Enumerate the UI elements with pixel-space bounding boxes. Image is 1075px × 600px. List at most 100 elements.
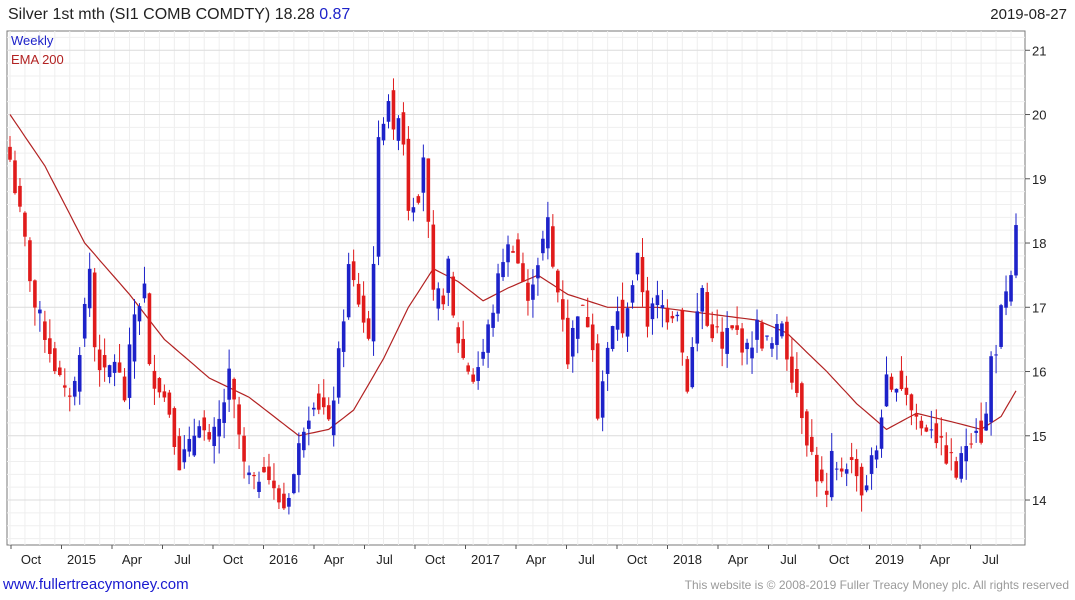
- candle-body: [785, 321, 789, 360]
- x-tick-label: 2019: [875, 552, 904, 567]
- candle-body: [745, 342, 749, 350]
- y-tick-label: 19: [1032, 172, 1046, 187]
- candle-body: [471, 374, 475, 382]
- candle-body: [814, 454, 819, 482]
- candle-body: [561, 299, 565, 320]
- candle-body: [795, 368, 799, 393]
- x-tick-label: Apr: [526, 552, 547, 567]
- candle-body: [585, 317, 590, 328]
- candle-body: [13, 160, 17, 194]
- candle-body: [167, 392, 172, 415]
- candle-body: [1004, 291, 1008, 308]
- candle-body: [102, 355, 107, 368]
- candle-body: [33, 280, 37, 308]
- candle-body: [8, 146, 12, 160]
- x-tick-label: 2016: [269, 552, 298, 567]
- candle-body: [685, 359, 690, 392]
- candle-body: [38, 309, 42, 314]
- candle-body: [62, 385, 67, 388]
- candle-body: [326, 405, 331, 420]
- candle-body: [396, 118, 401, 141]
- footer-website-link[interactable]: www.fullertreacymoney.com: [3, 576, 189, 593]
- x-tick-label: Apr: [122, 552, 143, 567]
- candle-body: [615, 311, 620, 330]
- candle-body: [272, 480, 276, 489]
- candle-body: [934, 423, 939, 444]
- candle-body: [222, 402, 226, 423]
- candle-body: [730, 325, 734, 329]
- candle-body: [914, 414, 919, 417]
- candle-body: [516, 239, 520, 264]
- candle-body: [735, 325, 739, 330]
- candle-body: [1009, 275, 1013, 302]
- candle-body: [800, 383, 804, 419]
- y-tick-label: 20: [1032, 108, 1046, 123]
- candle-body: [43, 321, 47, 340]
- candle-body: [341, 321, 346, 352]
- candle-body: [207, 432, 212, 440]
- candle-body: [810, 436, 814, 452]
- candle-body: [660, 305, 665, 309]
- x-tick-label: Jul: [982, 552, 999, 567]
- candle-body: [819, 469, 824, 482]
- candle-body: [486, 324, 490, 353]
- candle-body: [107, 365, 112, 378]
- candle-body: [909, 394, 914, 411]
- candle-body: [580, 304, 585, 306]
- candle-body: [775, 323, 779, 345]
- candle-body: [302, 431, 306, 451]
- candle-body: [899, 370, 904, 390]
- candle-body: [297, 443, 301, 476]
- candle-body: [645, 290, 650, 327]
- candle-body: [994, 354, 998, 356]
- x-tick-label: Jul: [578, 552, 595, 567]
- candle-body: [48, 338, 52, 354]
- candle-body: [386, 101, 391, 122]
- candle-body: [87, 268, 92, 309]
- candle-body: [635, 252, 640, 275]
- candle-body: [700, 287, 705, 312]
- candle-body: [282, 493, 286, 509]
- candle-body: [595, 343, 600, 419]
- x-tick-label: Apr: [728, 552, 749, 567]
- candle-body: [805, 411, 809, 446]
- candle-body: [232, 378, 236, 400]
- candle-body: [496, 273, 500, 314]
- candle-body: [53, 348, 57, 372]
- candle-body: [421, 157, 426, 193]
- candle-body: [675, 314, 680, 317]
- candle-body: [257, 481, 261, 492]
- candle-body: [426, 158, 431, 222]
- candle-body: [476, 367, 480, 381]
- candle-body: [770, 343, 774, 349]
- candle-body: [939, 436, 944, 438]
- candle-body: [874, 450, 879, 460]
- candle-body: [869, 455, 874, 474]
- candle-body: [884, 374, 889, 407]
- ema-line: [9, 114, 1017, 437]
- candle-body: [989, 356, 993, 423]
- candle-body: [864, 485, 869, 491]
- candle-body: [655, 295, 660, 306]
- candle-body: [182, 449, 187, 463]
- x-tick-label: Apr: [324, 552, 345, 567]
- candle-body: [346, 264, 351, 318]
- x-tick-label: Oct: [829, 552, 850, 567]
- candle-body: [112, 361, 117, 373]
- candle-body: [844, 469, 849, 474]
- candle-body: [680, 309, 685, 353]
- y-tick-label: 17: [1032, 300, 1046, 315]
- x-tick-label: Oct: [425, 552, 446, 567]
- candle-body: [277, 488, 281, 503]
- candle-body: [197, 426, 202, 438]
- candle-body: [58, 367, 62, 376]
- candle-body: [67, 395, 72, 397]
- candle-body: [28, 240, 32, 282]
- candle-body: [466, 365, 470, 372]
- candle-body: [720, 331, 724, 349]
- candle-body: [331, 400, 336, 436]
- title-text: Silver 1st mth (SI1 COMB COMDTY) 18.28: [8, 6, 315, 23]
- candle-body: [262, 466, 266, 473]
- candle-body: [212, 426, 216, 447]
